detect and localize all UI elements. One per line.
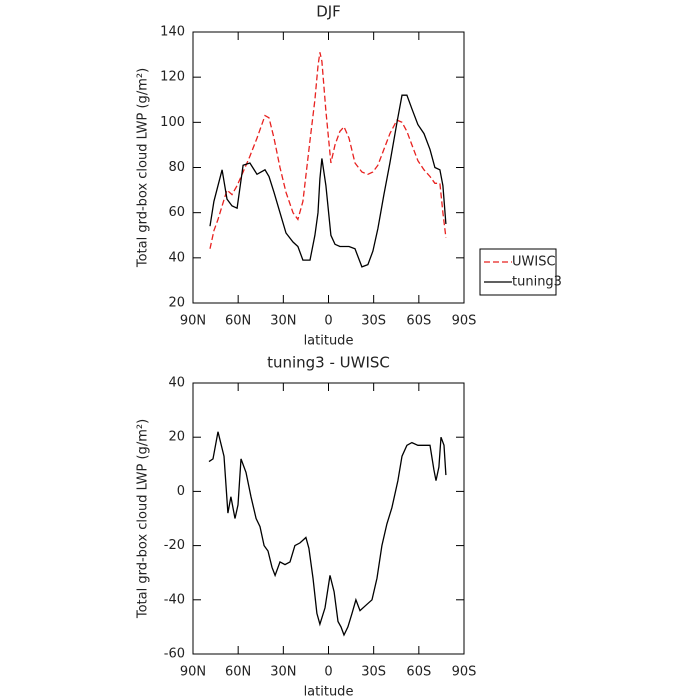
- data-line: [209, 94, 447, 268]
- y-tick-label: 20: [168, 430, 185, 445]
- x-tick-label: 60S: [406, 314, 431, 329]
- legend-box: [479, 248, 557, 296]
- y-tick-label: 40: [168, 250, 185, 265]
- data-line: [209, 52, 447, 249]
- y-tick-label: 0: [177, 484, 185, 499]
- y-tick-label: 40: [168, 376, 185, 391]
- x-axis-label: latitude: [304, 334, 354, 349]
- y-tick-label: 140: [160, 25, 185, 40]
- y-axis-label: Total grd-box cloud LWP (g/m²): [136, 419, 151, 619]
- y-tick-label: 80: [168, 160, 185, 175]
- y-axis-label: Total grd-box cloud LWP (g/m²): [136, 68, 151, 268]
- x-tick-label: 60N: [225, 314, 251, 329]
- x-tick-label: 60N: [225, 665, 251, 680]
- plot-frame: [192, 382, 465, 655]
- legend-label: tuning3: [512, 275, 562, 290]
- legend-label: UWISC: [512, 255, 556, 270]
- plot-frame: [192, 31, 465, 304]
- y-tick-label: 120: [160, 70, 185, 85]
- x-tick-label: 60S: [406, 665, 431, 680]
- x-axis-label: latitude: [304, 685, 354, 700]
- y-tick-label: 20: [168, 296, 185, 311]
- x-tick-label: 30N: [270, 665, 296, 680]
- x-tick-label: 90S: [452, 314, 477, 329]
- x-tick-label: 90S: [452, 665, 477, 680]
- chart-title: DJF: [316, 3, 341, 21]
- y-tick-label: -40: [164, 592, 185, 607]
- y-tick-label: 60: [168, 205, 185, 220]
- x-tick-label: 90N: [180, 314, 206, 329]
- y-tick-label: -20: [164, 538, 185, 553]
- x-tick-label: 0: [324, 314, 332, 329]
- y-tick-label: 100: [160, 115, 185, 130]
- x-tick-label: 0: [324, 665, 332, 680]
- x-tick-label: 30S: [361, 314, 386, 329]
- data-line: [208, 431, 447, 637]
- x-tick-label: 30N: [270, 314, 296, 329]
- y-tick-label: -60: [164, 647, 185, 662]
- x-tick-label: 30S: [361, 665, 386, 680]
- x-tick-label: 90N: [180, 665, 206, 680]
- chart-title: tuning3 - UWISC: [267, 354, 390, 372]
